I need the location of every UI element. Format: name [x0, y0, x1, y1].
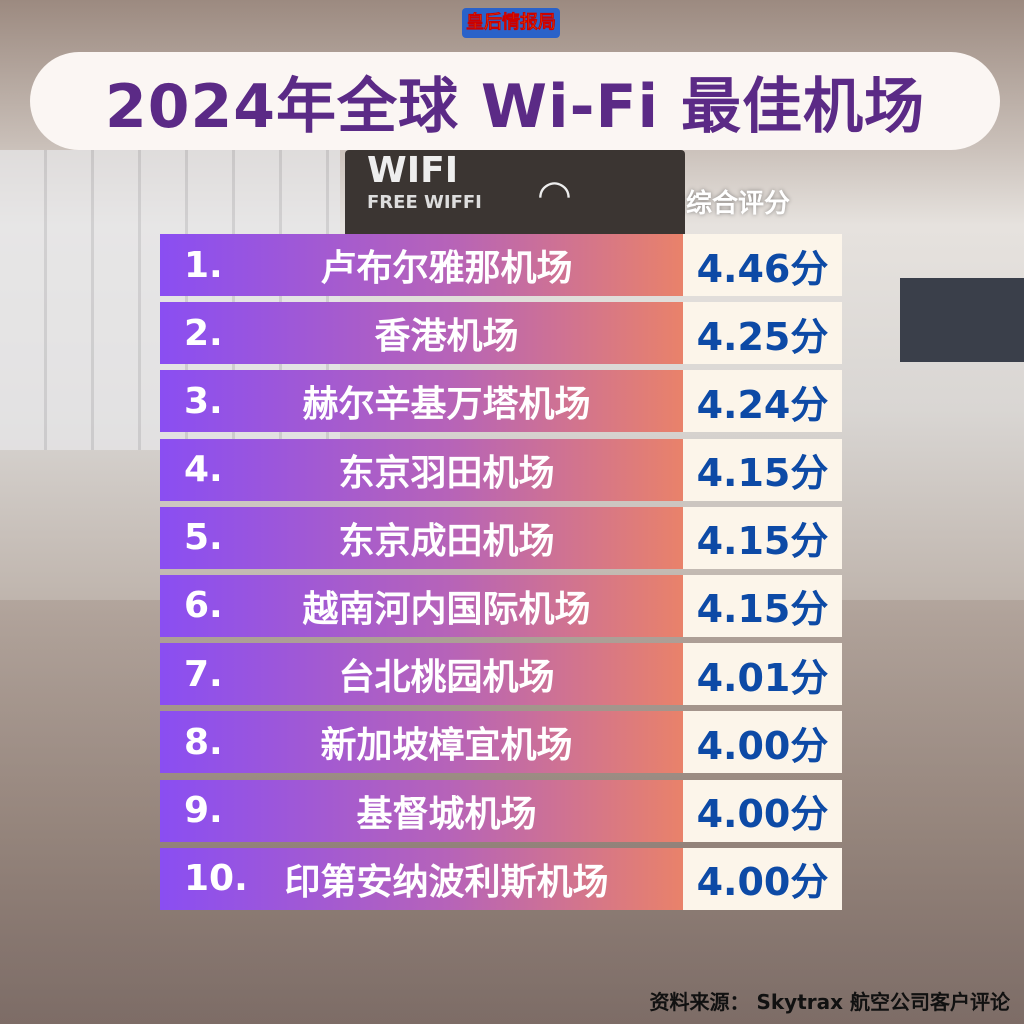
airport-bar: 2. 香港机场 [160, 302, 683, 365]
logo: 皇后情报局 [462, 8, 560, 38]
airport-name: 东京成田机场 [338, 520, 555, 562]
title-banner: 2024年全球 Wi-Fi 最佳机场 [30, 52, 1000, 150]
ranking-row: 9. 基督城机场 4.00分 [160, 779, 842, 842]
rank-number: 4. [184, 449, 223, 491]
rank-number: 5. [184, 517, 223, 559]
ranking-row: 7. 台北桃园机场 4.01分 [160, 643, 842, 706]
airport-name: 越南河内国际机场 [302, 588, 591, 630]
ranking-row: 10. 印第安纳波利斯机场 4.00分 [160, 847, 842, 910]
score-column-header: 综合评分 [686, 189, 791, 219]
rank-number: 10. [184, 858, 248, 900]
score-value: 4.15分 [683, 506, 842, 569]
airport-bar: 7. 台北桃园机场 [160, 643, 683, 706]
rank-number: 7. [184, 653, 223, 695]
airport-bar: 3. 赫尔辛基万塔机场 [160, 370, 683, 433]
airport-bar: 1. 卢布尔雅那机场 [160, 234, 683, 296]
score-value: 4.00分 [683, 711, 842, 774]
rank-number: 9. [184, 790, 223, 831]
ranking-row: 6. 越南河内国际机场 4.15分 [160, 574, 842, 637]
score-value: 4.00分 [683, 779, 842, 842]
background-departure-board [900, 278, 1024, 362]
score-value: 4.15分 [683, 438, 842, 501]
airport-name: 印第安纳波利斯机场 [284, 861, 609, 903]
sign-text: FREE WIFFI [367, 192, 482, 213]
score-value: 4.01分 [683, 643, 842, 706]
ranking-list: 1. 卢布尔雅那机场 4.46分 2. 香港机场 4.25分 3. 赫尔辛基万塔机场 4.24分… [160, 234, 842, 916]
ranking-row: 1. 卢布尔雅那机场 4.46分 [160, 234, 842, 296]
airport-bar: 10. 印第安纳波利斯机场 [160, 847, 683, 910]
page-title: 2024年全球 Wi-Fi 最佳机场 [105, 71, 925, 142]
background-wifi-sign: WIFI FREE WIFFI ◠ [345, 150, 685, 240]
rank-number: 6. [184, 585, 223, 627]
airport-bar: 6. 越南河内国际机场 [160, 574, 683, 637]
airport-name: 新加坡樟宜机场 [320, 725, 573, 767]
airport-bar: 9. 基督城机场 [160, 779, 683, 842]
ranking-row: 2. 香港机场 4.25分 [160, 302, 842, 365]
wifi-icon: ◠ [537, 172, 572, 218]
ranking-row: 4. 东京羽田机场 4.15分 [160, 438, 842, 501]
rank-number: 1. [184, 244, 223, 286]
airport-bar: 5. 东京成田机场 [160, 506, 683, 569]
airport-bar: 8. 新加坡樟宜机场 [160, 711, 683, 774]
airport-name: 基督城机场 [356, 793, 537, 835]
airport-name: 香港机场 [374, 316, 519, 358]
rank-number: 2. [184, 312, 223, 354]
sign-text: WIFI [367, 150, 459, 191]
score-value: 4.15分 [683, 574, 842, 637]
airport-name: 卢布尔雅那机场 [320, 248, 573, 289]
score-value: 4.24分 [683, 370, 842, 433]
ranking-row: 5. 东京成田机场 4.15分 [160, 506, 842, 569]
airport-name: 东京羽田机场 [338, 452, 555, 494]
ranking-row: 3. 赫尔辛基万塔机场 4.24分 [160, 370, 842, 433]
rank-number: 8. [184, 721, 223, 763]
score-value: 4.00分 [683, 847, 842, 910]
score-value: 4.25分 [683, 302, 842, 365]
ranking-row: 8. 新加坡樟宜机场 4.00分 [160, 711, 842, 774]
source-note: 资料来源： Skytrax 航空公司客户评论 [649, 990, 1011, 1014]
rank-number: 3. [184, 380, 223, 422]
score-value: 4.46分 [683, 234, 842, 296]
airport-name: 台北桃园机场 [338, 657, 555, 699]
background-windows [0, 150, 340, 450]
airport-name: 赫尔辛基万塔机场 [302, 384, 591, 426]
airport-bar: 4. 东京羽田机场 [160, 438, 683, 501]
